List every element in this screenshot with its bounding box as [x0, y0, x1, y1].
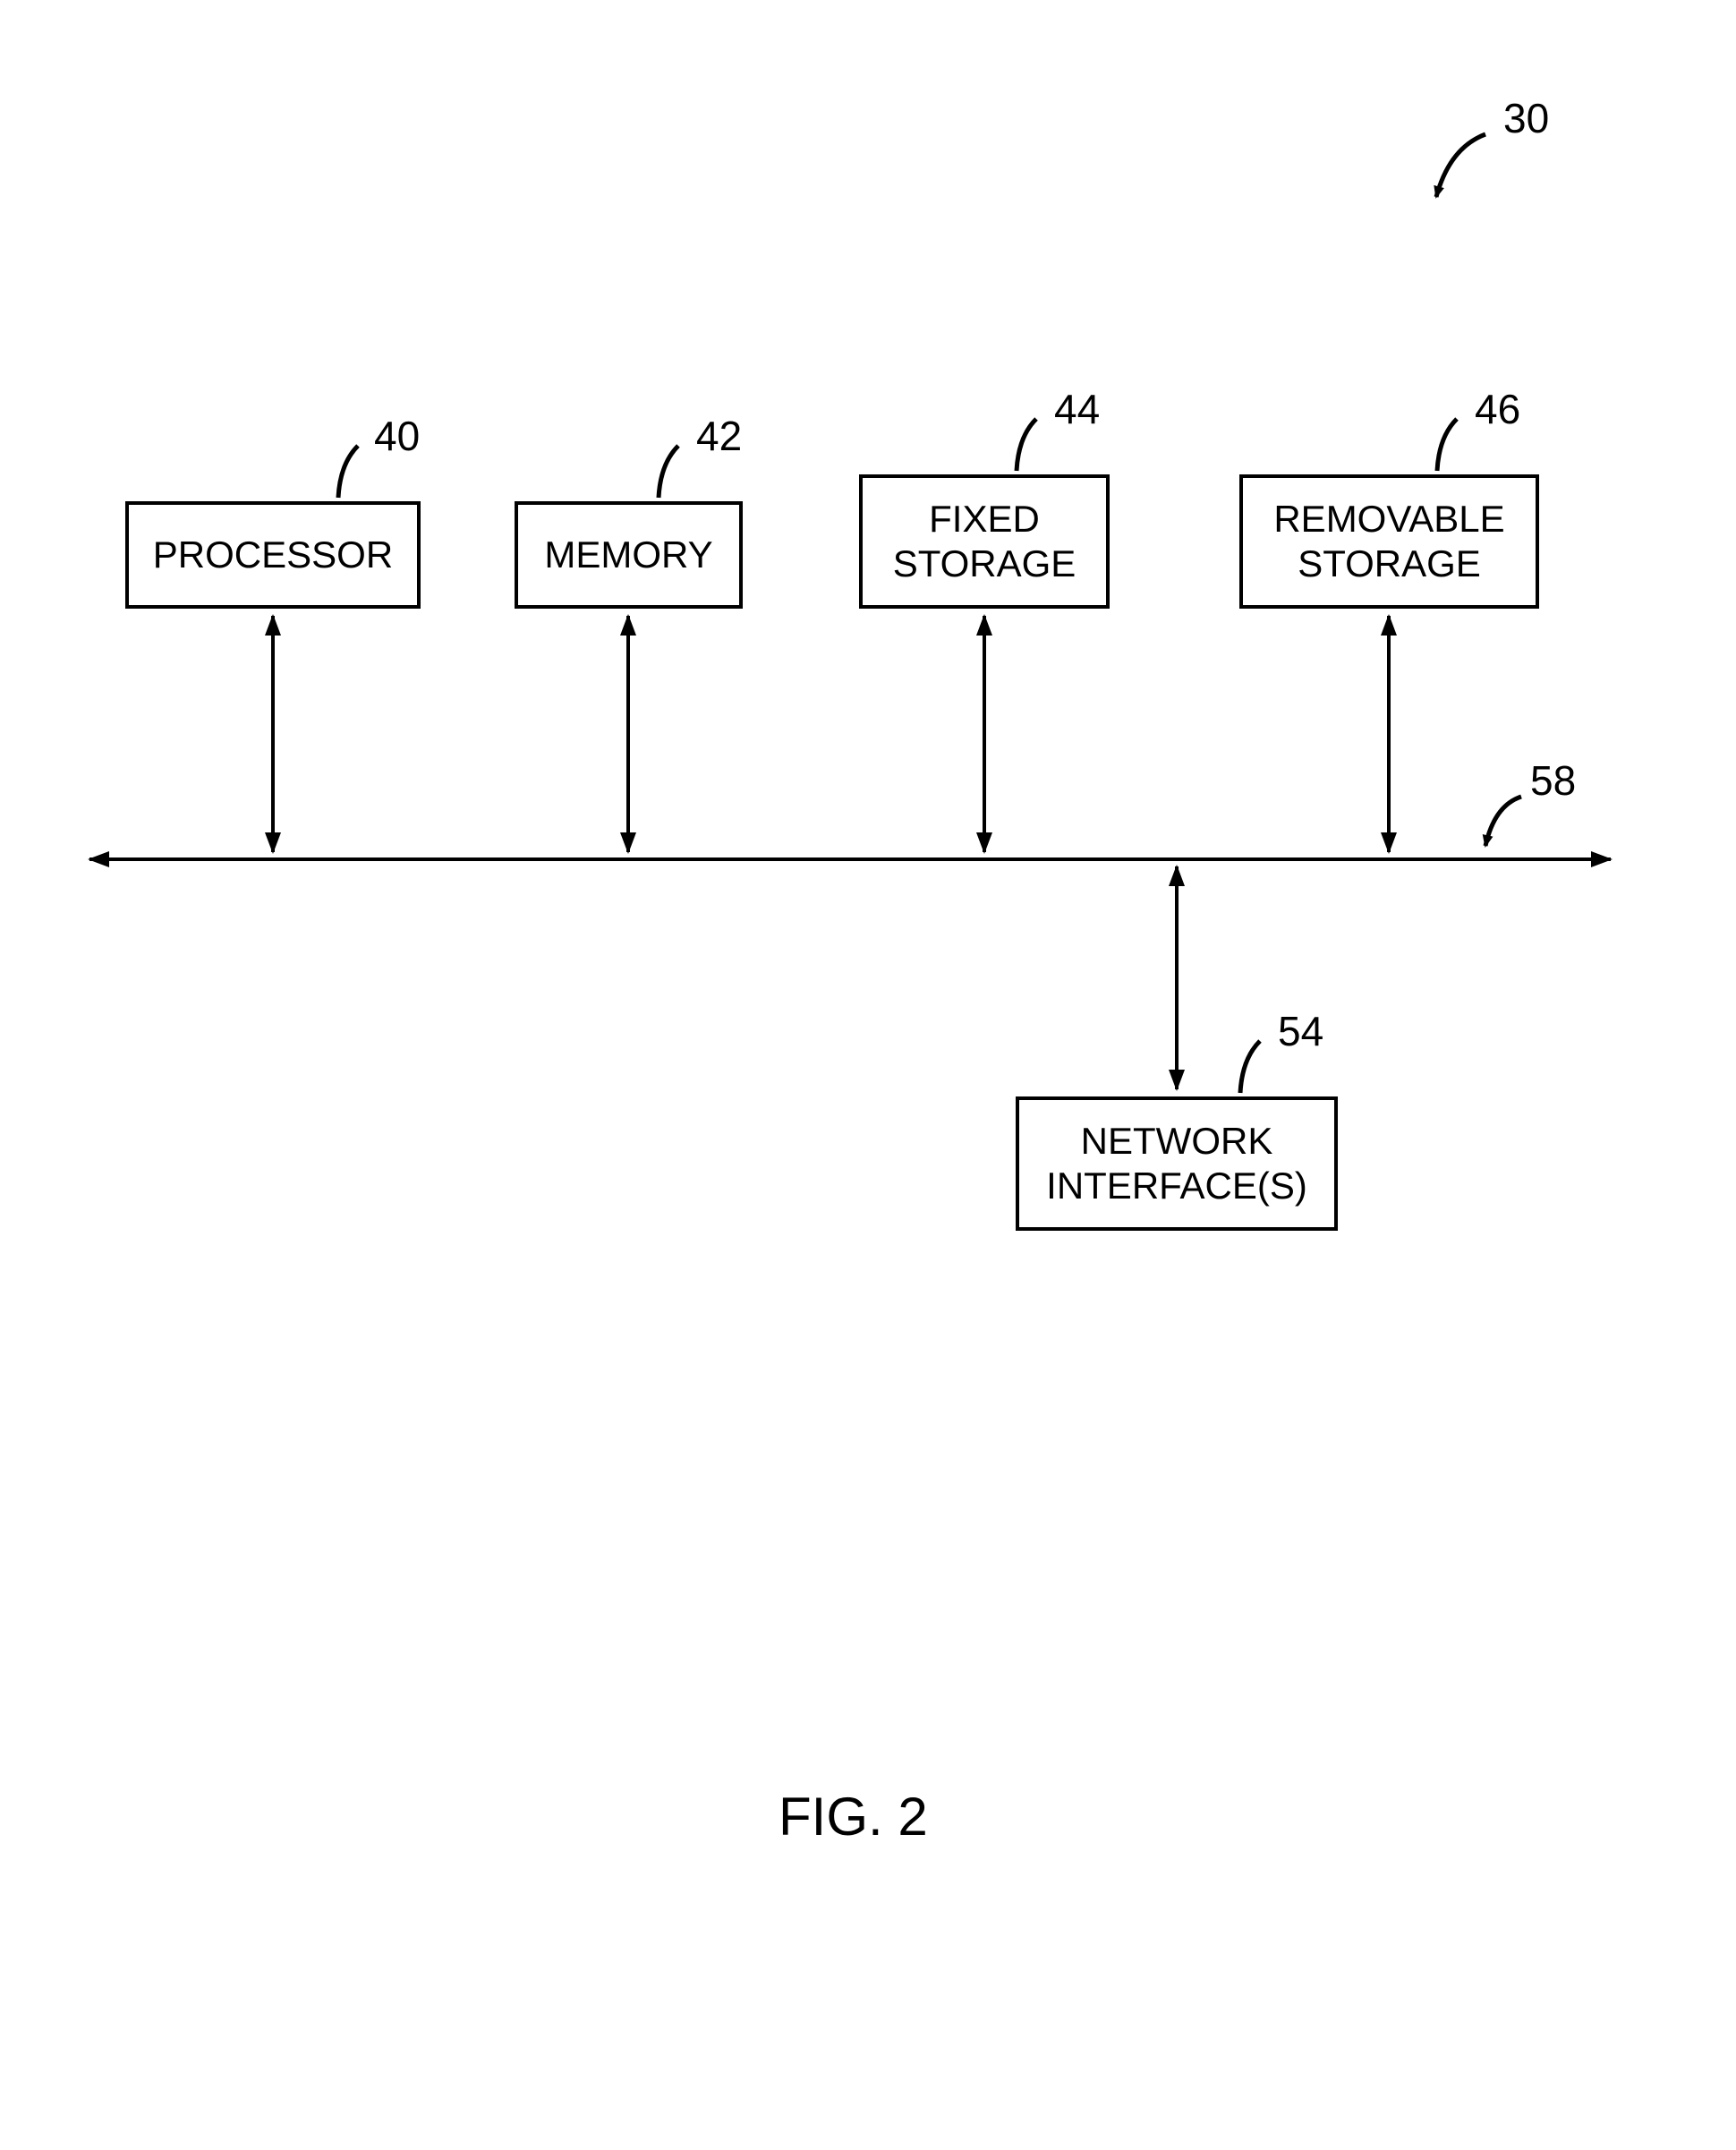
ref-hook-44 [1017, 419, 1036, 471]
figure-caption: FIG. 2 [779, 1786, 928, 1847]
ref-label-42: 42 [696, 412, 742, 460]
ref-hook-46 [1437, 419, 1457, 471]
network-interface-label: NETWORK INTERFACE(S) [1046, 1119, 1307, 1209]
ref-hook-54 [1240, 1041, 1260, 1093]
fixed-storage-box: FIXED STORAGE [859, 474, 1110, 609]
ref-hook-42 [659, 446, 678, 498]
memory-box: MEMORY [515, 501, 743, 609]
diagram-container: PROCESSOR MEMORY FIXED STORAGE REMOVABLE… [0, 0, 1736, 2150]
processor-label: PROCESSOR [153, 533, 393, 577]
ref-label-54: 54 [1278, 1007, 1323, 1055]
ref-label-44: 44 [1054, 385, 1100, 433]
ref-label-30: 30 [1503, 94, 1549, 142]
memory-label: MEMORY [544, 533, 712, 577]
removable-storage-label: REMOVABLE STORAGE [1273, 497, 1504, 587]
ref-hook-40 [338, 446, 358, 498]
fixed-storage-label: FIXED STORAGE [893, 497, 1076, 587]
network-interface-box: NETWORK INTERFACE(S) [1016, 1096, 1338, 1231]
ref-label-40: 40 [374, 412, 420, 460]
processor-box: PROCESSOR [125, 501, 421, 609]
ref-label-58: 58 [1530, 756, 1576, 805]
ref-hook-58 [1485, 797, 1521, 846]
removable-storage-box: REMOVABLE STORAGE [1239, 474, 1539, 609]
ref-label-46: 46 [1475, 385, 1520, 433]
ref-hook-30 [1436, 134, 1485, 197]
